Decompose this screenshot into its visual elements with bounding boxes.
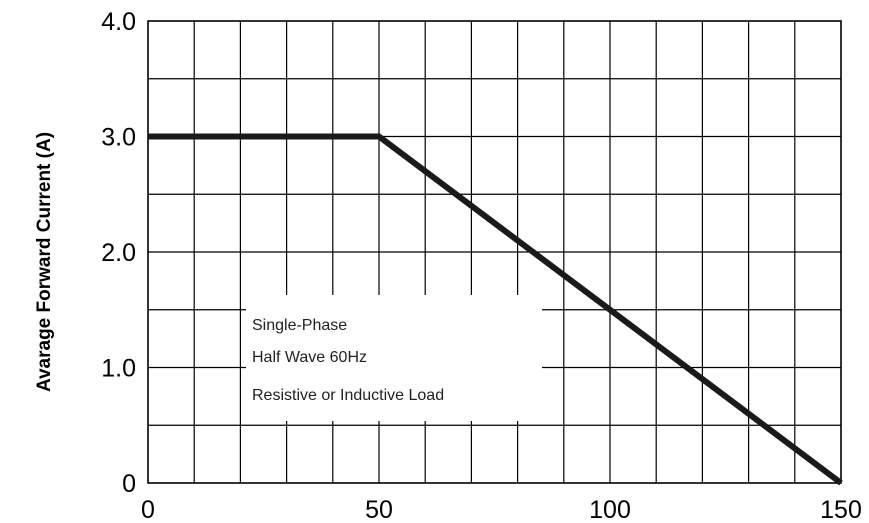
x-tick-label: 0 (141, 496, 155, 523)
y-tick-label: 4.0 (101, 8, 136, 36)
y-tick-label: 1.0 (101, 355, 136, 383)
x-tick-label: 100 (589, 496, 631, 523)
annotation-line-1: Single-Phase (252, 317, 347, 334)
y-tick-label: 0 (122, 470, 136, 498)
annotation-background (246, 295, 542, 421)
plot-border (147, 20, 842, 484)
series-layer (148, 133, 843, 486)
plot-frame (147, 20, 842, 484)
series-line-1 (148, 133, 843, 486)
y-tick-label: 3.0 (101, 124, 136, 152)
annotation-box: Single-Phase Half Wave 60Hz Resistive or… (246, 295, 542, 421)
y-tick-label: 2.0 (101, 239, 136, 267)
tick-labels: 0 50 100 150 0 1.0 2.0 3.0 4.0 (101, 8, 862, 523)
annotation-line-3: Resistive or Inductive Load (252, 387, 444, 404)
x-tick-label: 150 (820, 496, 862, 523)
x-tick-label: 50 (365, 496, 393, 523)
y-axis-title: Avarage Forward Current (A) (34, 132, 55, 392)
annotation-line-2: Half Wave 60Hz (252, 349, 367, 366)
